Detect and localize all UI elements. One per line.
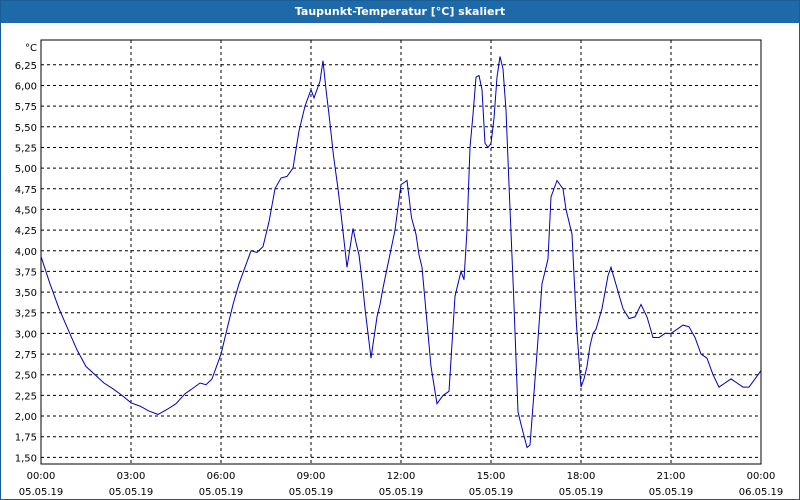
y-tick-label: 4,25 [15, 226, 37, 237]
y-tick-label: 3,50 [15, 288, 37, 299]
dewpoint-line-chart: 1,50 1,75 2,00 2,25 2,50 2,75 3,00 3,25 3,50 3,75… [15, 39, 784, 498]
x-tick-date-label: 05.05.19 [469, 487, 514, 498]
plot-area-border [40, 39, 762, 465]
x-tick-date-label: 05.05.19 [109, 487, 154, 498]
y-tick-label: 3,25 [15, 309, 37, 320]
x-tick-time-label: 21:00 [657, 471, 686, 482]
x-tick-time-label: 12:00 [387, 471, 416, 482]
y-tick-label: 6,00 [15, 81, 37, 92]
y-axis-unit-label: °C [25, 43, 37, 54]
x-tick-time-label: 09:00 [297, 471, 326, 482]
y-tick-label: 5,25 [15, 143, 37, 154]
y-tick-label: 5,00 [15, 164, 37, 175]
y-tick-label: 6,25 [15, 61, 37, 72]
chart-title: Taupunkt-Temperatur [°C] skaliert [1, 1, 799, 23]
x-tick-time-label: 03:00 [117, 471, 146, 482]
y-tick-label: 2,50 [15, 371, 37, 382]
x-tick-time-label: 00:00 [747, 471, 776, 482]
x-tick-date-label: 05.05.19 [199, 487, 244, 498]
x-tick-time-label: 15:00 [477, 471, 506, 482]
x-tick-date-label: 06.05.19 [739, 487, 784, 498]
x-tick-date-label: 05.05.19 [289, 487, 334, 498]
y-axis: 1,50 1,75 2,00 2,25 2,50 2,75 3,00 3,25 3,50 3,75… [15, 61, 37, 465]
y-tick-label: 1,75 [15, 433, 37, 444]
x-tick-date-label: 05.05.19 [649, 487, 694, 498]
x-tick-date-label: 05.05.19 [559, 487, 604, 498]
y-tick-label: 3,00 [15, 329, 37, 340]
x-tick-date-label: 05.05.19 [19, 487, 64, 498]
y-tick-label: 5,50 [15, 123, 37, 134]
series-line [40, 56, 762, 449]
y-tick-label: 2,00 [15, 412, 37, 423]
y-tick-label: 5,75 [15, 102, 37, 113]
y-tick-label: 2,75 [15, 350, 37, 361]
x-tick-time-label: 06:00 [207, 471, 236, 482]
y-tick-label: 4,50 [15, 205, 37, 216]
y-tick-label: 3,75 [15, 267, 37, 278]
y-tick-label: 1,50 [15, 453, 37, 464]
x-tick-date-label: 05.05.19 [379, 487, 424, 498]
grid-lines [41, 40, 761, 464]
x-axis: 00:00 05.05.19 03:00 05.05.19 06:00 05.05.19 0… [19, 471, 784, 498]
x-tick-time-label: 00:00 [27, 471, 56, 482]
y-tick-label: 4,75 [15, 185, 37, 196]
y-tick-label: 4,00 [15, 247, 37, 258]
x-tick-time-label: 18:00 [567, 471, 596, 482]
y-tick-label: 2,25 [15, 391, 37, 402]
